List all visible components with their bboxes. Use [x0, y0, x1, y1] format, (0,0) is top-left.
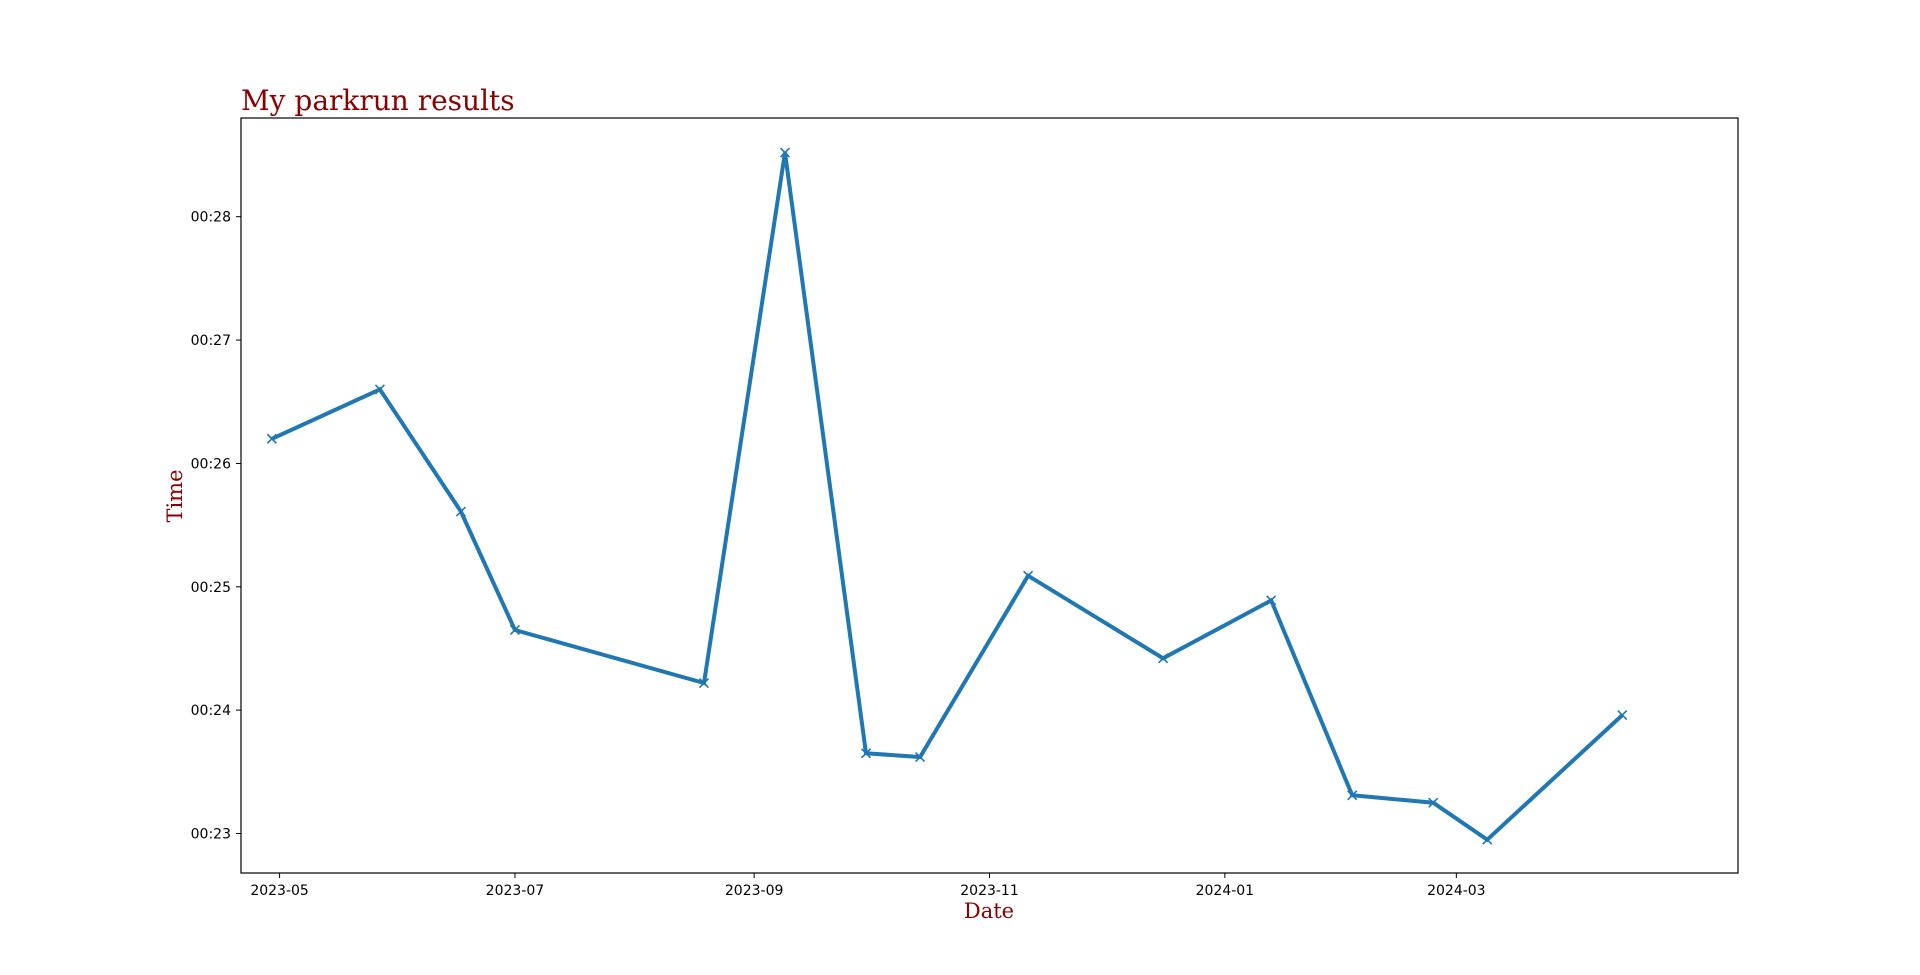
data-point-marker — [509, 624, 521, 636]
data-point-marker — [374, 384, 385, 395]
y-axis: 00:23 00:24 00:25 00:26 00:27 00:28 — [191, 210, 241, 843]
y-tick-label: 00:28 — [191, 210, 231, 226]
x-axis: 2023-05 2023-07 2023-09 2023-11 2024-01 2024-… — [250, 873, 1486, 899]
y-tick-label: 00:26 — [191, 456, 231, 472]
x-tick-label: 2023-07 — [486, 883, 545, 899]
x-tick-label: 2023-09 — [725, 883, 784, 899]
data-point-marker — [1617, 710, 1628, 721]
x-tick-label: 2023-05 — [250, 883, 309, 899]
chart-title: My parkrun results — [241, 84, 515, 117]
data-point-marker — [779, 147, 791, 158]
data-point-marker — [1482, 834, 1493, 845]
data-point-marker — [1266, 595, 1277, 606]
series-layer — [266, 147, 1628, 845]
data-point-marker — [1158, 653, 1169, 664]
y-tick-label: 00:25 — [191, 580, 231, 596]
data-point-marker — [1023, 570, 1034, 581]
data-point-marker — [266, 433, 277, 444]
series-line — [271, 152, 1624, 843]
data-point-marker — [698, 677, 710, 689]
data-point-marker — [455, 506, 466, 517]
data-point-marker — [914, 751, 926, 763]
data-point-marker — [1428, 797, 1439, 808]
x-tick-label: 2024-01 — [1196, 883, 1255, 899]
x-axis-label: Date — [964, 899, 1014, 923]
y-tick-label: 00:23 — [191, 827, 231, 843]
y-axis-label: Time — [163, 469, 187, 522]
data-point-marker — [860, 748, 872, 759]
plot-area — [240, 117, 1739, 874]
x-tick-label: 2024-03 — [1427, 883, 1486, 899]
y-tick-label: 00:24 — [191, 703, 231, 719]
y-tick-label: 00:27 — [191, 333, 231, 349]
x-tick-label: 2023-11 — [960, 883, 1019, 899]
data-point-marker — [1347, 790, 1358, 801]
